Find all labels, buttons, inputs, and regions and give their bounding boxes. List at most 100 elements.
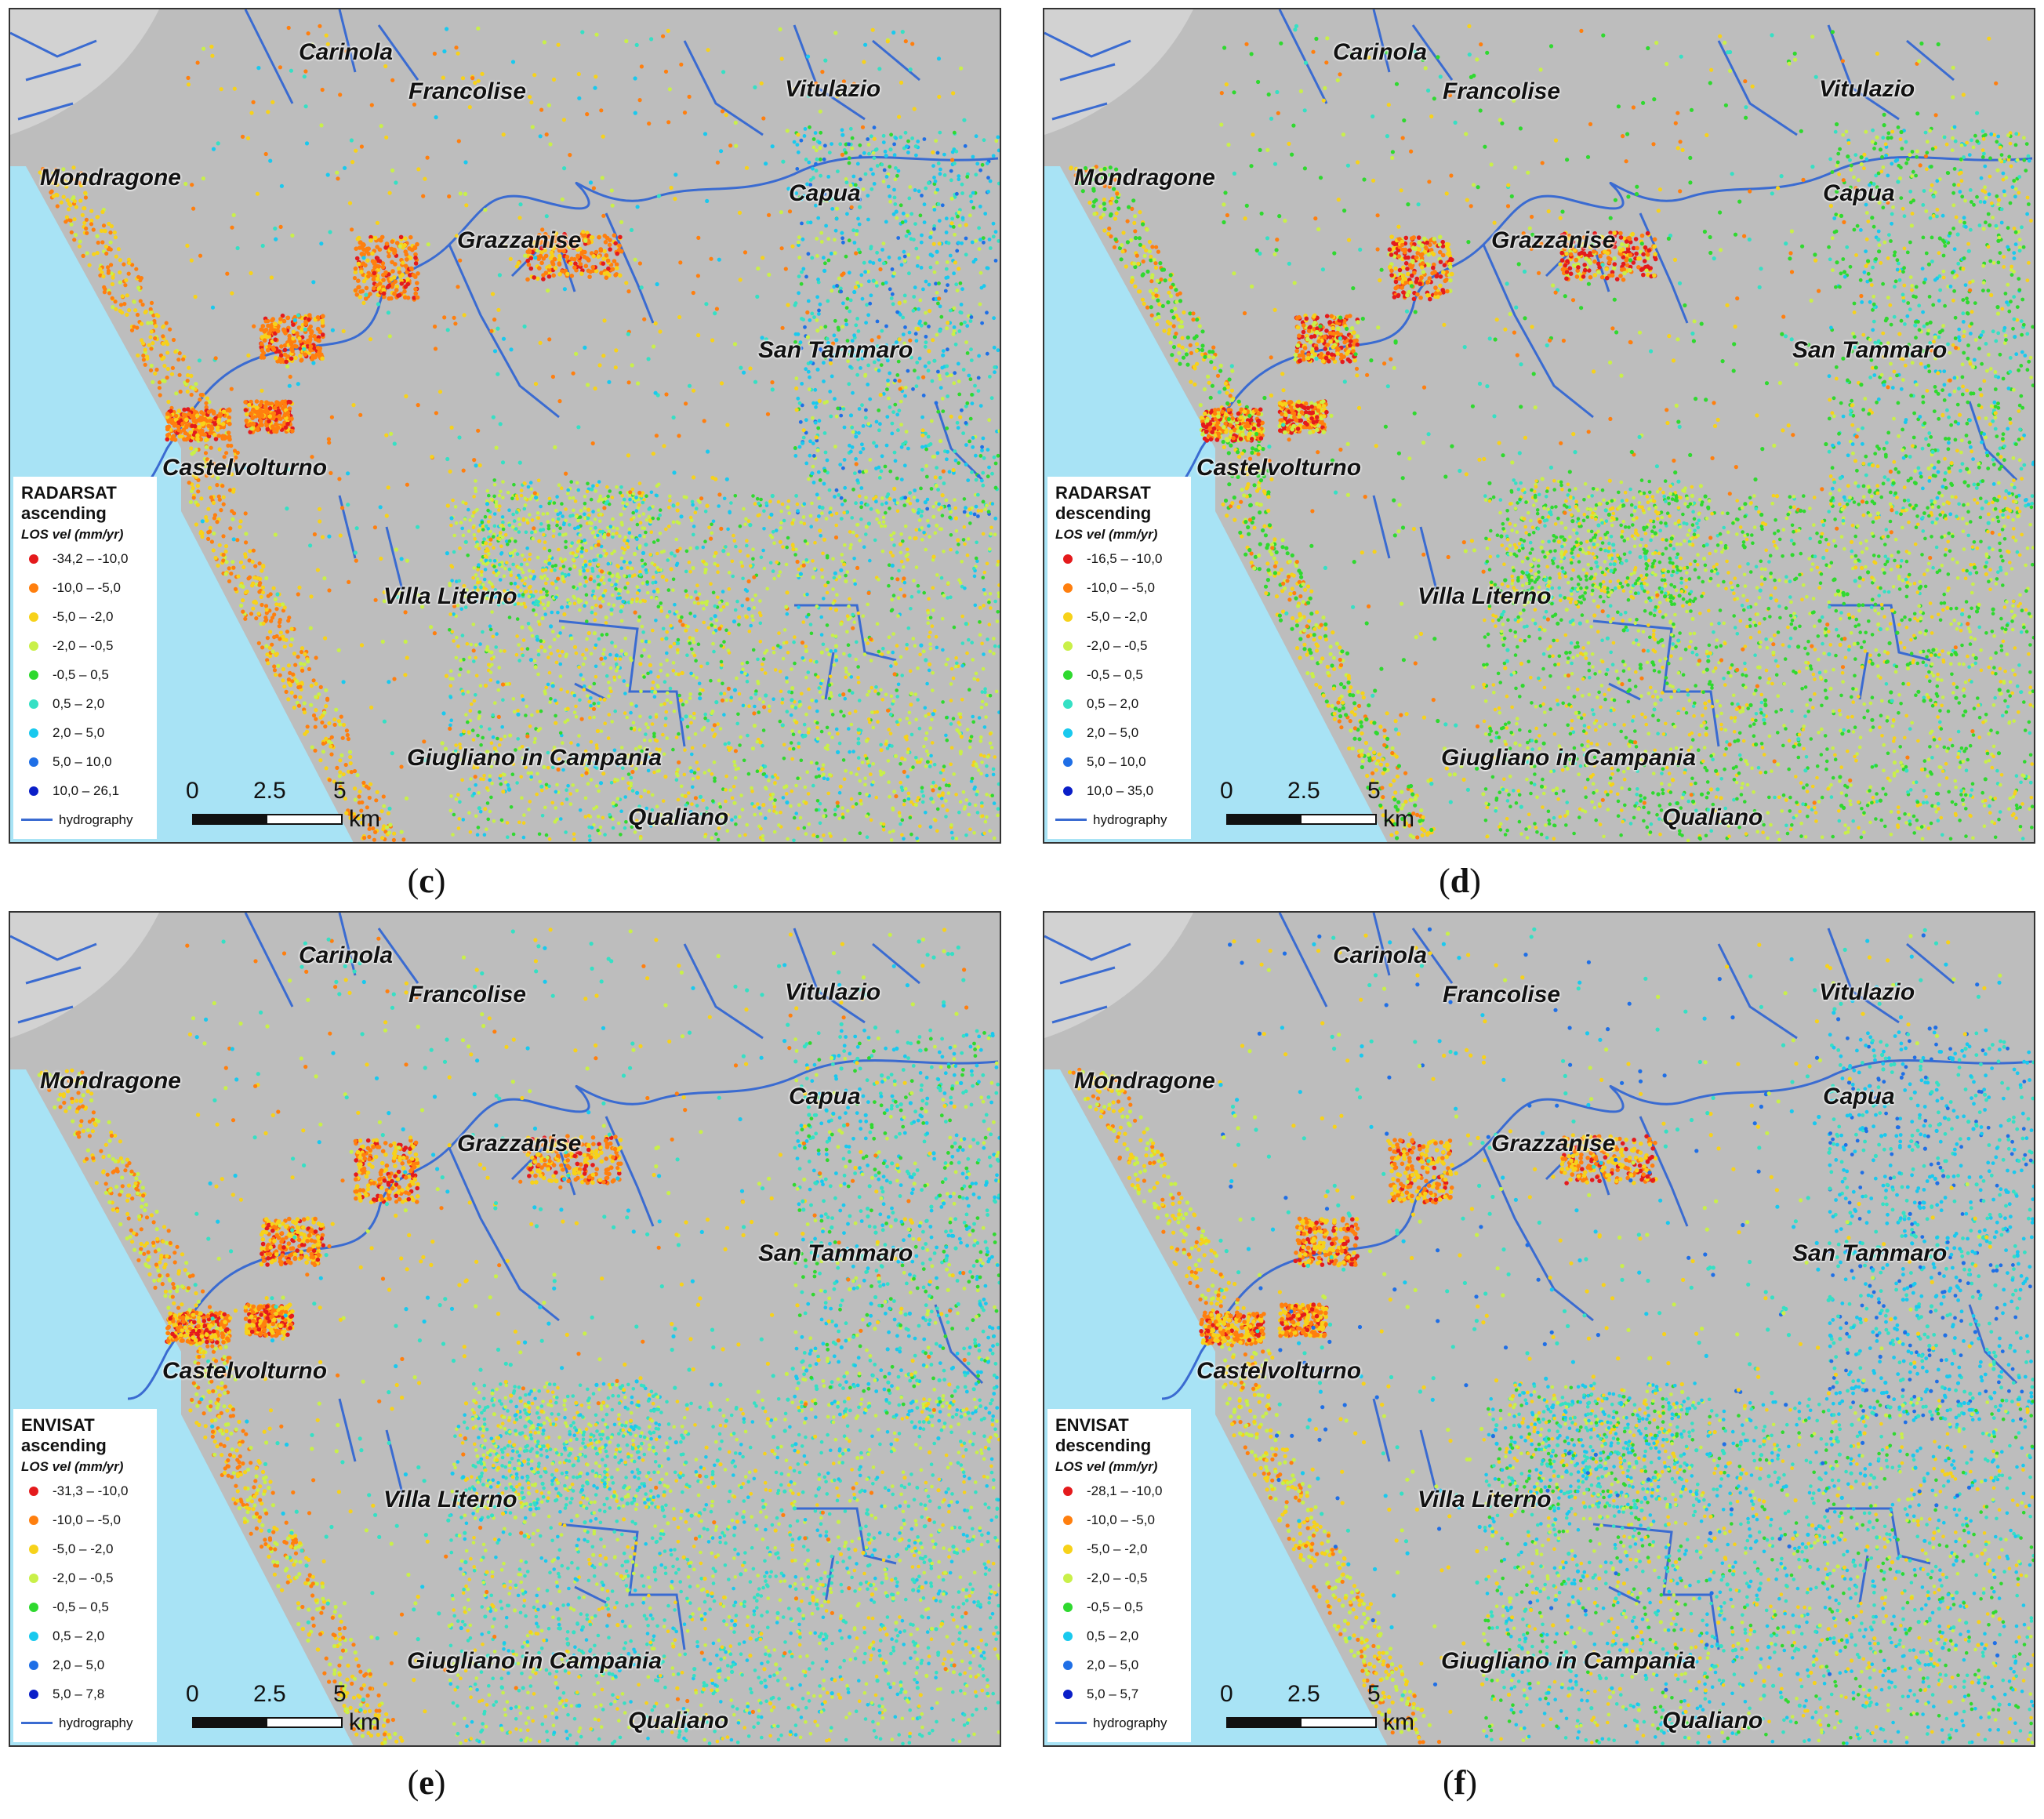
ps-point [183, 430, 188, 436]
ps-point [874, 499, 878, 504]
ps-point [810, 256, 815, 260]
ps-point [935, 451, 940, 456]
ps-point [217, 447, 222, 452]
ps-point [543, 805, 547, 810]
ps-point [884, 343, 888, 347]
ps-point [821, 551, 825, 556]
ps-point [110, 281, 114, 287]
ps-point [837, 328, 840, 332]
ps-point [267, 406, 273, 411]
ps-point [909, 832, 913, 837]
ps-point [949, 666, 954, 671]
ps-point [833, 318, 837, 323]
ps-point [757, 824, 761, 829]
ps-point [552, 501, 557, 505]
ps-point [868, 458, 873, 462]
ps-point [394, 241, 400, 245]
ps-point [227, 434, 232, 439]
ps-point [838, 142, 843, 147]
ps-point [993, 755, 997, 759]
ps-point [968, 194, 973, 198]
ps-point [955, 728, 959, 732]
ps-point [633, 830, 637, 834]
ps-point [929, 231, 934, 235]
ps-point [501, 480, 505, 484]
ps-point [722, 692, 727, 695]
ps-point [797, 803, 801, 807]
ps-point [921, 287, 925, 292]
ps-point [793, 706, 798, 710]
ps-point [799, 346, 804, 350]
ps-point [877, 428, 881, 433]
ps-point [120, 294, 125, 299]
ps-point [668, 686, 673, 691]
ps-point [984, 703, 989, 706]
ps-point [840, 231, 844, 235]
ps-point [794, 811, 798, 815]
ps-point [851, 347, 856, 352]
ps-point [936, 409, 941, 414]
ps-point [585, 768, 590, 772]
ps-point [226, 430, 231, 435]
ps-point [638, 714, 642, 719]
ps-point [907, 330, 912, 335]
ps-point [671, 819, 675, 824]
ps-point [692, 601, 697, 605]
ps-point [541, 602, 545, 607]
ps-point [804, 644, 808, 648]
ps-point [41, 166, 45, 172]
ps-point [927, 597, 931, 601]
ps-point [844, 318, 848, 323]
ps-point [267, 401, 271, 406]
ps-point [560, 801, 565, 806]
ps-point [906, 775, 909, 779]
ps-point [726, 527, 730, 532]
ps-point [961, 790, 966, 794]
ps-point [959, 321, 964, 326]
ps-point [839, 289, 844, 294]
ps-point [947, 783, 951, 788]
ps-point [967, 373, 971, 378]
ps-point [980, 801, 984, 805]
ps-point [646, 768, 651, 773]
ps-point [672, 641, 677, 646]
ps-point [353, 797, 358, 802]
ps-point [935, 645, 939, 650]
ps-point [827, 198, 831, 202]
ps-point [855, 281, 859, 285]
ps-point [925, 497, 930, 502]
ps-point [594, 664, 598, 669]
ps-point [866, 602, 870, 607]
ps-point [349, 811, 354, 815]
ps-point [801, 435, 806, 440]
ps-point [785, 545, 789, 550]
ps-point [929, 753, 933, 758]
ps-point [572, 710, 577, 714]
ps-point [635, 819, 639, 823]
ps-point [724, 799, 728, 804]
ps-point [779, 521, 783, 525]
ps-point [558, 631, 562, 635]
ps-point [634, 509, 639, 513]
ps-point [863, 782, 867, 787]
ps-point [867, 689, 871, 694]
ps-point [875, 250, 879, 255]
ps-point [711, 799, 715, 803]
ps-point [848, 530, 852, 534]
ps-point [495, 573, 499, 578]
ps-point [790, 789, 794, 793]
ps-point [913, 488, 917, 492]
ps-point [499, 774, 503, 778]
ps-point [744, 517, 748, 521]
ps-point [374, 798, 379, 803]
ps-point [886, 378, 890, 383]
ps-point [915, 798, 920, 803]
ps-point [296, 655, 300, 659]
ps-point [292, 314, 298, 320]
ps-point [511, 832, 516, 837]
ps-point [68, 218, 73, 223]
ps-point [903, 130, 908, 135]
ps-point [937, 219, 942, 223]
ps-point [346, 769, 351, 774]
ps-point [906, 151, 910, 154]
